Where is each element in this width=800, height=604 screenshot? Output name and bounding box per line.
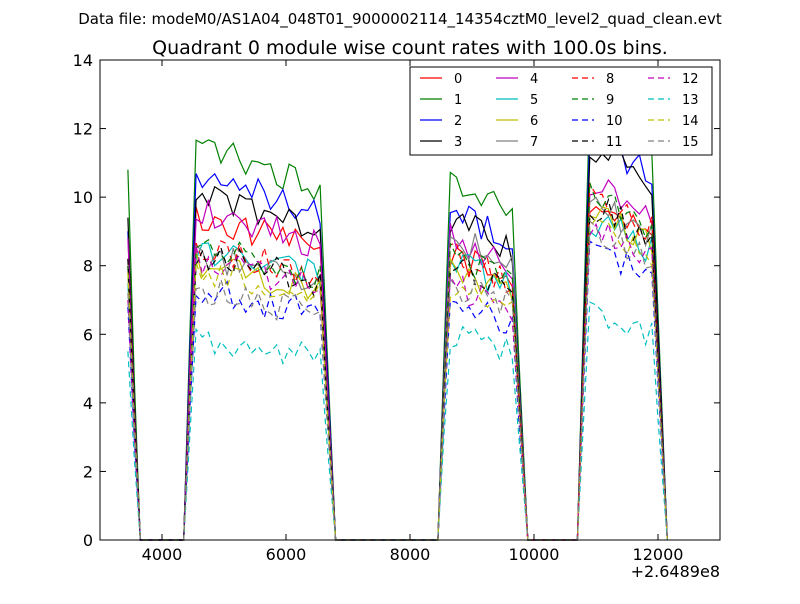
legend-label-2: 2 xyxy=(454,114,462,129)
x-tick-label: 6000 xyxy=(266,545,307,564)
legend-label-1: 1 xyxy=(454,93,462,108)
y-tick-label: 14 xyxy=(73,51,93,70)
legend-label-4: 4 xyxy=(530,72,538,87)
chart-title: Quadrant 0 module wise count rates with … xyxy=(152,37,668,59)
figure-suptitle: Data file: modeM0/AS1A04_048T01_90000021… xyxy=(78,10,722,29)
x-tick-label: 4000 xyxy=(142,545,183,564)
legend-label-6: 6 xyxy=(530,114,538,129)
legend-label-3: 3 xyxy=(454,135,462,150)
legend-label-12: 12 xyxy=(682,72,699,87)
y-tick-label: 4 xyxy=(83,394,93,413)
x-tick-label: 12000 xyxy=(633,545,684,564)
x-offset-label: +2.6489e8 xyxy=(631,562,720,581)
legend-label-9: 9 xyxy=(606,93,614,108)
legend-label-10: 10 xyxy=(606,114,623,129)
series-line-11 xyxy=(127,197,668,541)
y-tick-label: 0 xyxy=(83,531,93,550)
legend-label-14: 14 xyxy=(682,114,699,129)
y-tick-label: 12 xyxy=(73,120,93,139)
legend-label-13: 13 xyxy=(682,93,699,108)
series-line-9 xyxy=(127,182,668,541)
x-tick-label: 10000 xyxy=(509,545,560,564)
series-line-8 xyxy=(127,182,668,541)
legend-label-7: 7 xyxy=(530,135,538,150)
y-tick-label: 2 xyxy=(83,462,93,481)
legend-label-15: 15 xyxy=(682,135,699,150)
x-tick-label: 8000 xyxy=(390,545,431,564)
y-tick-label: 6 xyxy=(83,325,93,344)
y-tick-label: 8 xyxy=(83,257,93,276)
legend-label-0: 0 xyxy=(454,72,462,87)
legend-box xyxy=(409,66,713,156)
y-tick-label: 10 xyxy=(73,188,93,207)
legend-label-11: 11 xyxy=(606,135,623,150)
legend-label-8: 8 xyxy=(606,72,614,87)
series-line-15 xyxy=(127,219,668,541)
legend-label-5: 5 xyxy=(530,93,538,108)
